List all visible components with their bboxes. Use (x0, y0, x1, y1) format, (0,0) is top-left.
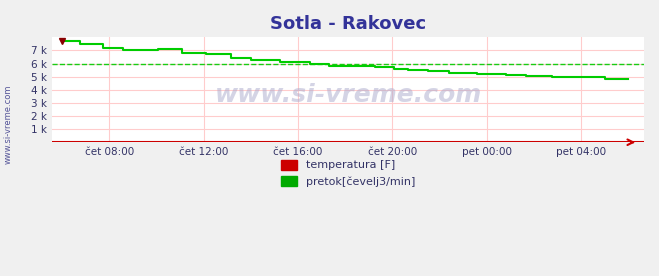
Text: www.si-vreme.com: www.si-vreme.com (3, 84, 13, 164)
Text: www.si-vreme.com: www.si-vreme.com (215, 83, 482, 107)
Title: Sotla - Rakovec: Sotla - Rakovec (270, 15, 426, 33)
Legend: temperatura [F], pretok[čevelj3/min]: temperatura [F], pretok[čevelj3/min] (276, 155, 420, 191)
